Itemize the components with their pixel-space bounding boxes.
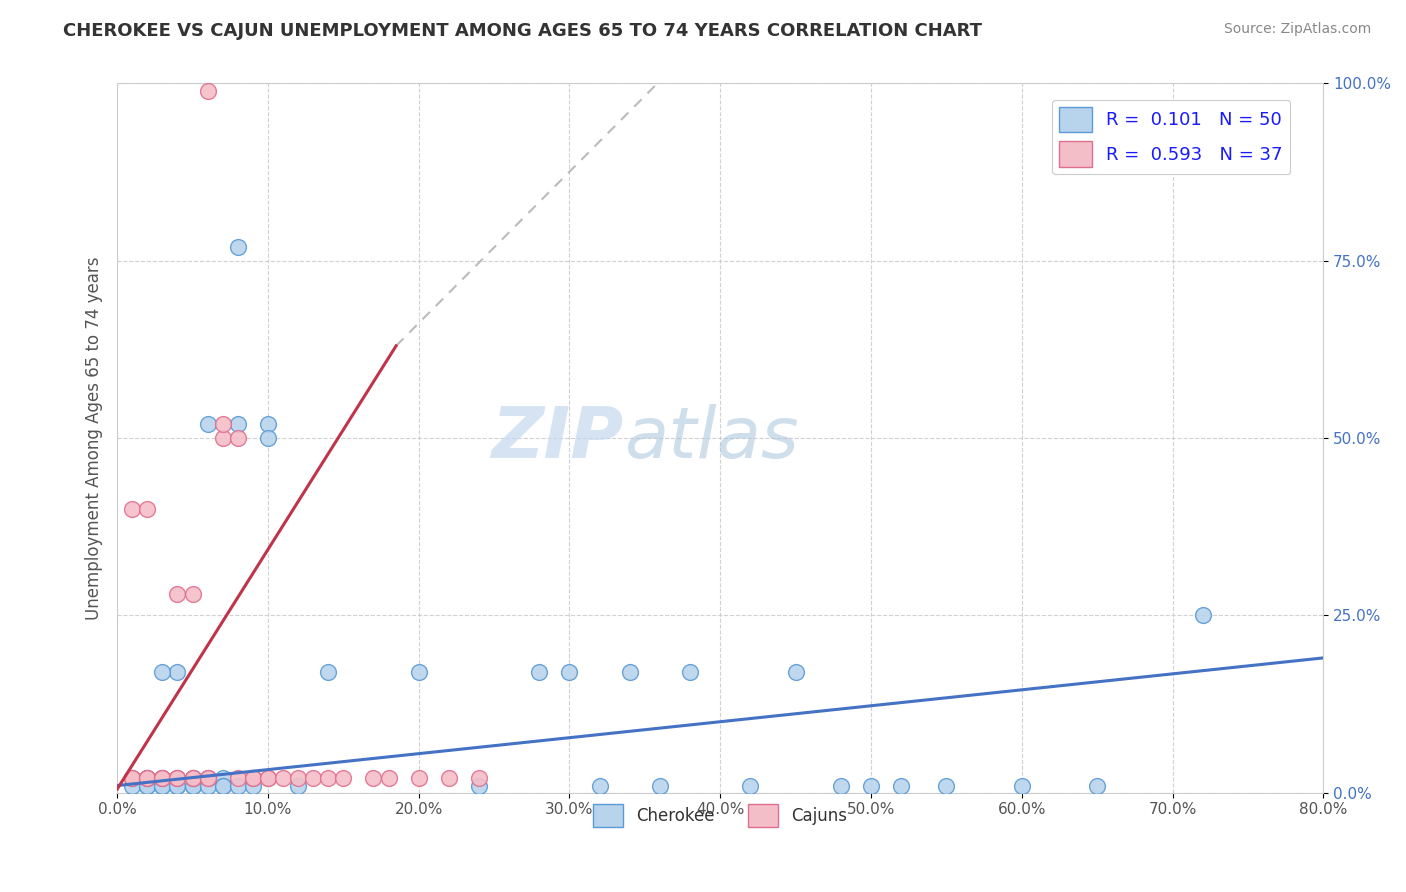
Point bbox=[242, 772, 264, 786]
Point bbox=[859, 779, 882, 793]
Point bbox=[181, 779, 204, 793]
Point bbox=[136, 772, 159, 786]
Point bbox=[785, 665, 807, 679]
Point bbox=[437, 772, 460, 786]
Point bbox=[935, 779, 957, 793]
Point bbox=[152, 772, 174, 786]
Point bbox=[890, 779, 912, 793]
Point bbox=[197, 772, 219, 786]
Point bbox=[166, 587, 188, 601]
Point bbox=[181, 772, 204, 786]
Point bbox=[619, 665, 641, 679]
Point bbox=[211, 772, 233, 786]
Point bbox=[529, 665, 551, 679]
Point bbox=[287, 779, 309, 793]
Point bbox=[287, 772, 309, 786]
Point bbox=[242, 779, 264, 793]
Point bbox=[152, 772, 174, 786]
Point bbox=[121, 772, 143, 786]
Point bbox=[408, 772, 430, 786]
Point bbox=[152, 772, 174, 786]
Point bbox=[226, 431, 249, 445]
Point bbox=[121, 772, 143, 786]
Point bbox=[211, 779, 233, 793]
Point bbox=[136, 779, 159, 793]
Point bbox=[226, 772, 249, 786]
Point bbox=[257, 417, 280, 431]
Point bbox=[316, 665, 339, 679]
Point bbox=[121, 779, 143, 793]
Point bbox=[136, 772, 159, 786]
Point bbox=[408, 665, 430, 679]
Point bbox=[468, 772, 491, 786]
Point bbox=[197, 83, 219, 97]
Point bbox=[181, 587, 204, 601]
Text: Source: ZipAtlas.com: Source: ZipAtlas.com bbox=[1223, 22, 1371, 37]
Point bbox=[152, 772, 174, 786]
Point bbox=[181, 772, 204, 786]
Point bbox=[226, 239, 249, 253]
Point bbox=[121, 772, 143, 786]
Point bbox=[166, 779, 188, 793]
Text: ZIP: ZIP bbox=[492, 403, 624, 473]
Point bbox=[830, 779, 852, 793]
Point bbox=[211, 431, 233, 445]
Y-axis label: Unemployment Among Ages 65 to 74 years: Unemployment Among Ages 65 to 74 years bbox=[86, 256, 103, 620]
Point bbox=[152, 779, 174, 793]
Point bbox=[740, 779, 762, 793]
Point bbox=[197, 772, 219, 786]
Point bbox=[332, 772, 354, 786]
Point bbox=[316, 772, 339, 786]
Point bbox=[558, 665, 581, 679]
Point bbox=[136, 772, 159, 786]
Point bbox=[166, 665, 188, 679]
Point bbox=[211, 417, 233, 431]
Point bbox=[136, 772, 159, 786]
Point bbox=[1085, 779, 1108, 793]
Point bbox=[166, 772, 188, 786]
Point bbox=[136, 772, 159, 786]
Point bbox=[679, 665, 702, 679]
Point bbox=[588, 779, 610, 793]
Point bbox=[377, 772, 399, 786]
Point bbox=[136, 502, 159, 516]
Point bbox=[468, 779, 491, 793]
Point bbox=[121, 502, 143, 516]
Point bbox=[166, 772, 188, 786]
Point bbox=[363, 772, 385, 786]
Point bbox=[1191, 608, 1213, 623]
Point bbox=[152, 665, 174, 679]
Point bbox=[181, 772, 204, 786]
Point bbox=[197, 779, 219, 793]
Point bbox=[1011, 779, 1033, 793]
Point bbox=[181, 772, 204, 786]
Point bbox=[166, 772, 188, 786]
Point bbox=[648, 779, 671, 793]
Text: atlas: atlas bbox=[624, 403, 799, 473]
Point bbox=[242, 772, 264, 786]
Point bbox=[257, 772, 280, 786]
Point bbox=[211, 779, 233, 793]
Point bbox=[271, 772, 294, 786]
Point bbox=[166, 779, 188, 793]
Point bbox=[302, 772, 325, 786]
Point bbox=[257, 431, 280, 445]
Point bbox=[181, 779, 204, 793]
Point bbox=[257, 772, 280, 786]
Point bbox=[136, 779, 159, 793]
Point bbox=[197, 417, 219, 431]
Legend: Cherokee, Cajuns: Cherokee, Cajuns bbox=[586, 797, 855, 834]
Point bbox=[197, 772, 219, 786]
Point bbox=[152, 779, 174, 793]
Point bbox=[226, 779, 249, 793]
Point bbox=[242, 772, 264, 786]
Text: CHEROKEE VS CAJUN UNEMPLOYMENT AMONG AGES 65 TO 74 YEARS CORRELATION CHART: CHEROKEE VS CAJUN UNEMPLOYMENT AMONG AGE… bbox=[63, 22, 983, 40]
Point bbox=[226, 417, 249, 431]
